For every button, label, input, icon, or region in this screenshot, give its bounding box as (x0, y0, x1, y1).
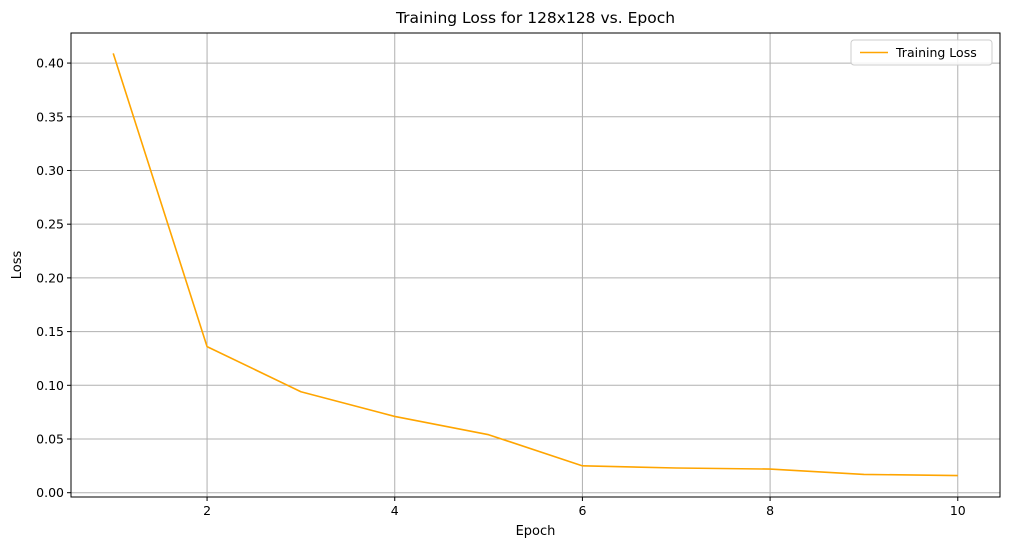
x-tick-label: 10 (950, 503, 966, 518)
y-tick-label: 0.20 (36, 270, 64, 285)
y-tick-label: 0.35 (36, 109, 64, 124)
y-axis-title: Loss (10, 251, 25, 280)
legend: Training Loss (850, 39, 993, 66)
series-line-training-loss (112, 53, 958, 477)
y-tick-label: 0.30 (36, 163, 64, 178)
y-tick-label: 0.00 (36, 485, 64, 500)
y-tick-label: 0.25 (36, 217, 64, 232)
chart-title: Training Loss for 128x128 vs. Epoch (395, 9, 675, 27)
x-axis-title: Epoch (516, 524, 556, 539)
x-tick-label: 6 (578, 503, 586, 518)
legend-box (850, 39, 993, 66)
y-tick-label: 0.15 (36, 324, 64, 339)
x-tick-label: 2 (203, 503, 211, 518)
legend-label: Training Loss (895, 45, 977, 60)
axes-frame (70, 32, 1001, 498)
x-tick-label: 8 (766, 503, 774, 518)
axis-ticks: 2 4 6 8 10 0.00 0.05 0.10 0.15 0.20 0.25 0.30 0.35 0.… (36, 56, 966, 518)
plot-area (112, 53, 958, 477)
x-tick-label: 4 (391, 503, 399, 518)
y-tick-label: 0.05 (36, 432, 64, 447)
y-tick-label: 0.40 (36, 56, 64, 71)
y-tick-label: 0.10 (36, 378, 64, 393)
grid-lines (71, 33, 1000, 497)
